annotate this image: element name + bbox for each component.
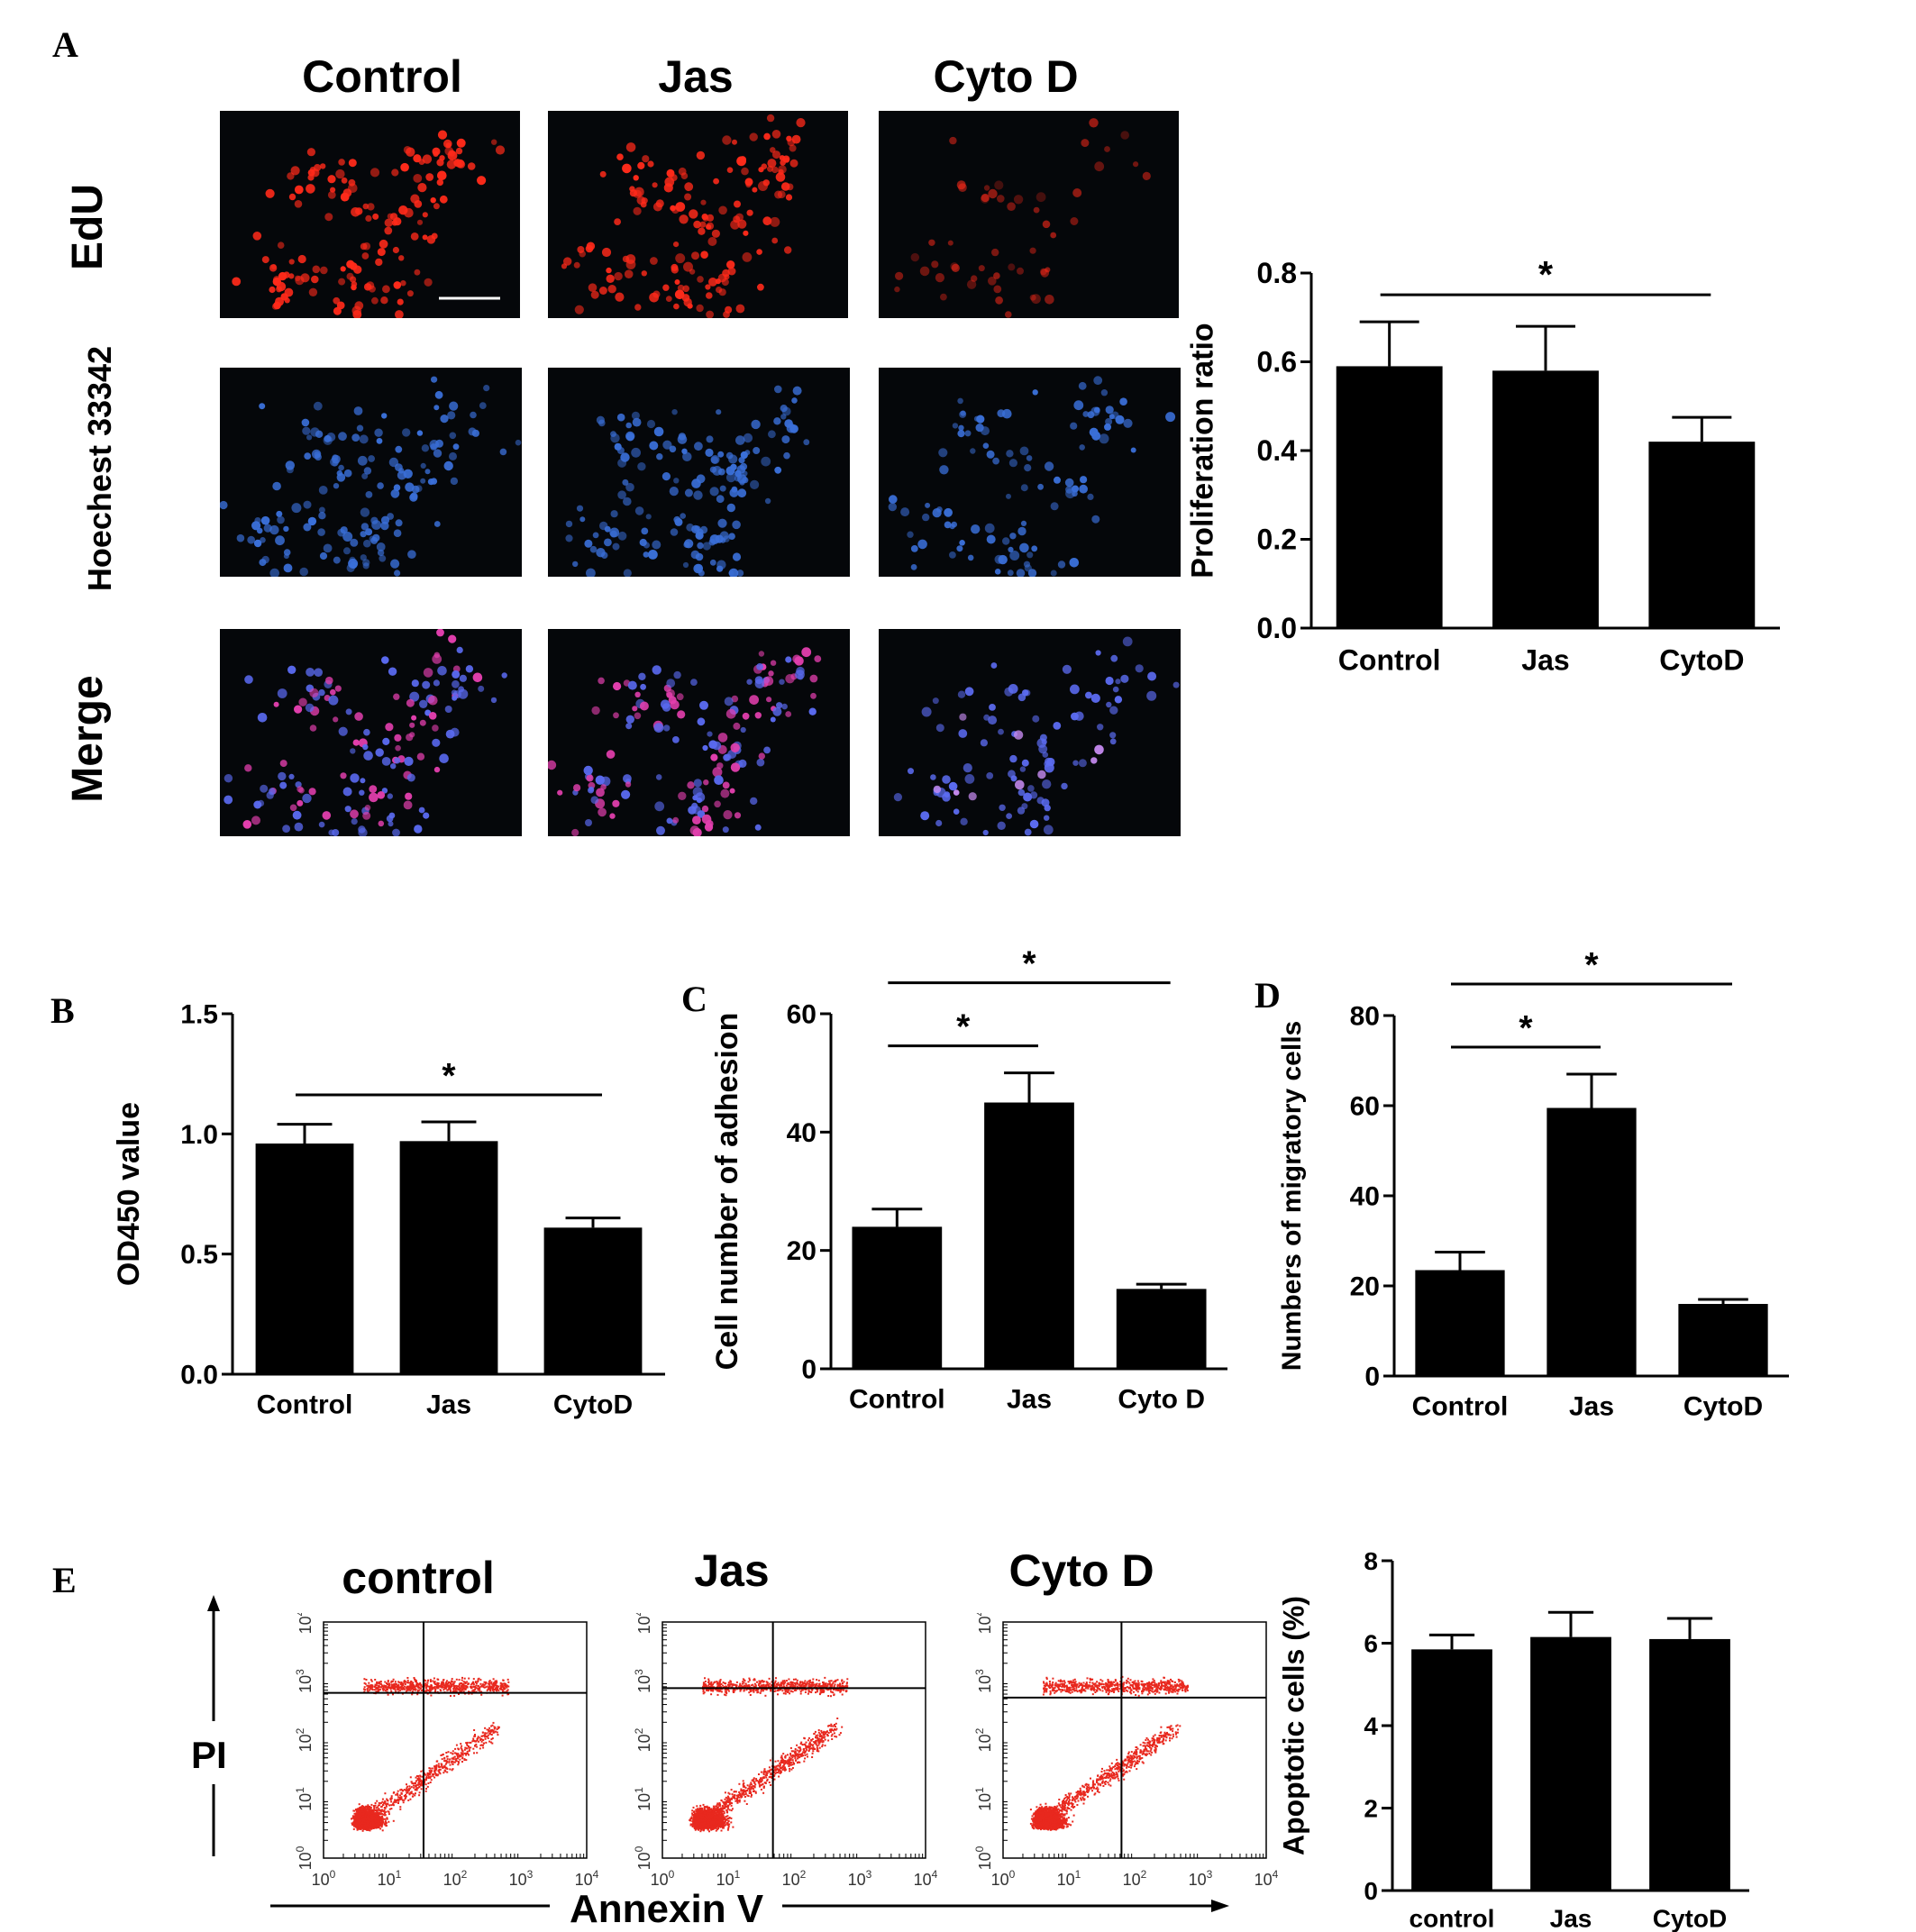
y-log-tick-label: 102 xyxy=(294,1727,315,1752)
flow-y-axis-arrow xyxy=(200,1595,227,1865)
x-log-tick-label: 103 xyxy=(509,1868,534,1889)
x-log-tick-label: 101 xyxy=(378,1868,402,1889)
y-log-tick-label: 104 xyxy=(294,1613,315,1634)
y-tick-label: 2 xyxy=(1364,1794,1378,1822)
y-log-tick-label: 103 xyxy=(294,1669,315,1693)
flow-plot-cytod: 100100101101102102103103104104 xyxy=(963,1613,1226,1849)
x-log-tick-label: 103 xyxy=(848,1868,872,1889)
y-log-tick-label: 102 xyxy=(633,1727,653,1752)
x-log-tick-label: 100 xyxy=(312,1868,336,1889)
bar xyxy=(1530,1637,1611,1891)
y-log-tick-label: 101 xyxy=(973,1787,994,1811)
flow-title-jas: Jas xyxy=(579,1545,885,1597)
x-log-tick-label: 102 xyxy=(443,1868,468,1889)
x-log-tick-label: 104 xyxy=(1255,1868,1279,1889)
flow-title-control: control xyxy=(265,1552,571,1604)
x-log-tick-label: 100 xyxy=(991,1868,1016,1889)
x-log-tick-label: 102 xyxy=(1123,1868,1147,1889)
x-log-tick-label: 104 xyxy=(914,1868,938,1889)
x-tick-label: control xyxy=(1410,1905,1495,1932)
flow-x-axis-arrow xyxy=(270,1892,1235,1919)
bar xyxy=(1649,1639,1730,1891)
flow-title-cytod: Cyto D xyxy=(928,1545,1235,1597)
x-log-tick-label: 103 xyxy=(1189,1868,1213,1889)
x-log-tick-label: 104 xyxy=(575,1868,599,1889)
y-log-tick-label: 100 xyxy=(973,1845,994,1870)
y-log-tick-label: 101 xyxy=(633,1787,653,1811)
y-log-tick-label: 103 xyxy=(633,1669,653,1693)
x-log-tick-label: 102 xyxy=(782,1868,807,1889)
x-log-tick-label: 101 xyxy=(716,1868,741,1889)
y-log-tick-label: 103 xyxy=(973,1669,994,1693)
x-tick-label: Jas xyxy=(1550,1905,1592,1932)
y-log-tick-label: 100 xyxy=(633,1845,653,1870)
x-log-tick-label: 101 xyxy=(1057,1868,1081,1889)
y-log-tick-label: 101 xyxy=(294,1787,315,1811)
flow-plot-jas: 100100101101102102103103104104 xyxy=(622,1613,885,1849)
y-tick-label: 6 xyxy=(1364,1629,1378,1657)
x-tick-label: CytoD xyxy=(1653,1905,1727,1932)
flow-plot-control: 100100101101102102103103104104 xyxy=(283,1613,546,1849)
y-tick-label: 4 xyxy=(1364,1712,1378,1740)
y-log-tick-label: 102 xyxy=(973,1727,994,1752)
y-axis-label: Apoptotic cells (%) xyxy=(1278,1596,1310,1855)
y-log-tick-label: 104 xyxy=(633,1613,653,1634)
x-log-tick-label: 100 xyxy=(651,1868,675,1889)
y-tick-label: 0 xyxy=(1364,1877,1378,1905)
y-log-tick-label: 100 xyxy=(294,1845,315,1870)
bar xyxy=(1411,1649,1492,1891)
y-tick-label: 8 xyxy=(1364,1547,1378,1575)
y-log-tick-label: 104 xyxy=(973,1613,994,1634)
